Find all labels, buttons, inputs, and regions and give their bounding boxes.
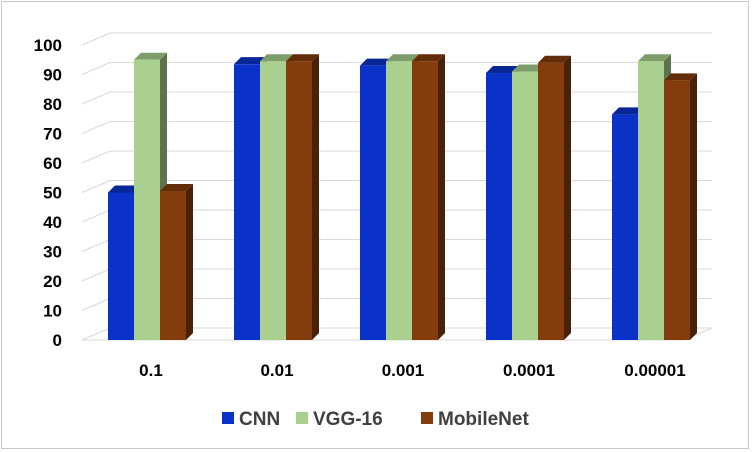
y-tick-label: 80 — [43, 95, 62, 114]
y-tick-label: 50 — [43, 184, 62, 203]
legend-label: CNN — [239, 409, 280, 430]
legend-item-MobileNet: MobileNet — [421, 409, 529, 430]
x-axis: 0.1 0.01 0.001 0.0001 0.00001 — [139, 361, 686, 380]
legend-label: MobileNet — [438, 409, 529, 430]
x-tick-label: 0.001 — [382, 361, 425, 380]
bar-MobileNet-0.001 — [412, 54, 445, 340]
bar-MobileNet-0.01 — [286, 54, 319, 340]
legend-swatch — [421, 412, 433, 424]
x-tick-label: 0.00001 — [624, 361, 685, 380]
bar-MobileNet-0.0001 — [538, 55, 571, 340]
gridline-100 — [81, 32, 712, 46]
bars — [108, 52, 697, 341]
y-tick-label: 100 — [34, 36, 62, 55]
x-tick-label: 0.01 — [260, 361, 293, 380]
legend: CNN VGG-16 MobileNet — [222, 409, 529, 430]
legend-swatch — [222, 412, 234, 424]
legend-swatch — [296, 412, 308, 424]
y-tick-label: 20 — [43, 272, 62, 291]
legend-item-CNN: CNN — [222, 409, 280, 430]
x-tick-label: 0.1 — [139, 361, 163, 380]
bar-MobileNet-0.00001 — [664, 73, 697, 341]
y-tick-label: 90 — [43, 66, 62, 85]
y-tick-label: 10 — [43, 302, 62, 321]
y-tick-label: 40 — [43, 213, 62, 232]
legend-label: VGG-16 — [313, 409, 383, 430]
bar-MobileNet-0.1 — [160, 184, 193, 340]
y-tick-label: 60 — [43, 154, 62, 173]
y-tick-label: 70 — [43, 125, 62, 144]
x-tick-label: 0.0001 — [503, 361, 555, 380]
y-tick-label: 0 — [53, 331, 62, 350]
y-axis: 0 10 20 30 40 50 60 70 80 90 100 — [34, 36, 62, 350]
y-tick-label: 30 — [43, 243, 62, 262]
legend-item-VGG-16: VGG-16 — [296, 409, 383, 430]
